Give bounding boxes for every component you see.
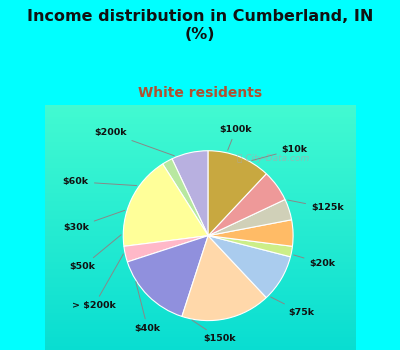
Text: $40k: $40k: [135, 282, 161, 333]
Wedge shape: [127, 236, 208, 316]
Text: $30k: $30k: [63, 210, 125, 232]
Text: $150k: $150k: [192, 320, 236, 343]
Text: > $200k: > $200k: [72, 254, 123, 310]
Text: $10k: $10k: [252, 145, 308, 161]
Wedge shape: [208, 151, 266, 236]
Text: Income distribution in Cumberland, IN
(%): Income distribution in Cumberland, IN (%…: [27, 9, 373, 42]
Text: $50k: $50k: [70, 235, 121, 271]
Wedge shape: [208, 220, 293, 246]
Wedge shape: [208, 174, 285, 236]
Text: $125k: $125k: [288, 200, 344, 212]
Wedge shape: [172, 151, 208, 236]
Wedge shape: [182, 236, 266, 321]
Wedge shape: [124, 236, 208, 262]
Text: $60k: $60k: [63, 177, 137, 186]
Text: $75k: $75k: [271, 297, 314, 317]
Wedge shape: [208, 236, 292, 257]
Wedge shape: [163, 159, 208, 236]
Text: White residents: White residents: [138, 86, 262, 100]
Wedge shape: [208, 236, 290, 298]
Text: $20k: $20k: [294, 255, 336, 268]
Wedge shape: [123, 164, 208, 246]
Wedge shape: [208, 199, 292, 236]
Text: ⓘ City-Data.com: ⓘ City-Data.com: [237, 154, 310, 163]
Text: $200k: $200k: [94, 128, 174, 156]
Text: $100k: $100k: [220, 125, 252, 150]
